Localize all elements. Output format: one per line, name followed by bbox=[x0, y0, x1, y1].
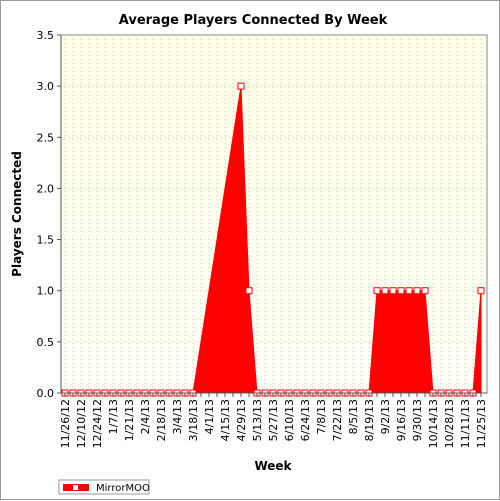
legend: MirrorMOO bbox=[58, 479, 150, 495]
x-tick-label: 2/4/13 bbox=[139, 399, 152, 434]
data-point bbox=[237, 82, 245, 90]
x-tick-label: 4/1/13 bbox=[203, 399, 216, 434]
x-tick-label: 9/2/13 bbox=[379, 399, 392, 434]
x-tick-label: 3/18/13 bbox=[187, 399, 200, 441]
x-tick-label: 11/11/13 bbox=[459, 399, 472, 448]
chart-title: Average Players Connected By Week bbox=[119, 13, 388, 28]
x-tick-label: 1/7/13 bbox=[107, 399, 120, 434]
x-tick-label: 9/16/13 bbox=[395, 399, 408, 441]
y-tick-label: 2.5 bbox=[37, 131, 55, 144]
x-tick-label: 7/22/13 bbox=[331, 399, 344, 441]
y-tick-label: 1.5 bbox=[37, 234, 55, 247]
x-tick-label: 11/26/12 bbox=[59, 399, 72, 448]
x-tick-label: 10/14/13 bbox=[427, 399, 440, 448]
y-tick-label: 3.0 bbox=[37, 80, 55, 93]
y-tick-label: 1.0 bbox=[37, 285, 55, 298]
x-tick-label: 5/13/13 bbox=[251, 399, 264, 441]
x-tick-label: 12/24/12 bbox=[91, 399, 104, 448]
x-tick-label: 6/10/13 bbox=[283, 399, 296, 441]
x-tick-label: 9/30/13 bbox=[411, 399, 424, 441]
data-point bbox=[245, 287, 253, 295]
y-tick-label: 3.5 bbox=[37, 29, 55, 42]
x-tick-label: 4/15/13 bbox=[219, 399, 232, 441]
x-tick-label: 7/8/13 bbox=[315, 399, 328, 434]
x-tick-label: 4/29/13 bbox=[235, 399, 248, 441]
data-point bbox=[421, 287, 429, 295]
x-tick-label: 8/19/13 bbox=[363, 399, 376, 441]
data-point bbox=[373, 287, 381, 295]
x-tick-label: 1/21/13 bbox=[123, 399, 136, 441]
grid-lines bbox=[61, 35, 487, 393]
y-tick-label: 0.5 bbox=[37, 336, 55, 349]
y-axis-title: Players Connected bbox=[10, 151, 24, 277]
y-tick-label: 0.0 bbox=[37, 387, 55, 400]
x-tick-label: 10/28/13 bbox=[443, 399, 456, 448]
data-point bbox=[397, 287, 405, 295]
x-tick-label: 12/10/12 bbox=[75, 399, 88, 448]
x-tick-label: 11/25/13 bbox=[475, 399, 488, 448]
x-tick-label: 5/27/13 bbox=[267, 399, 280, 441]
x-tick-label: 2/18/13 bbox=[155, 399, 168, 441]
x-tick-label: 8/5/13 bbox=[347, 399, 360, 434]
x-tick-label: 6/24/13 bbox=[299, 399, 312, 441]
legend-marker-mirrormoo bbox=[72, 484, 79, 491]
x-axis-title: Week bbox=[254, 459, 292, 473]
data-point bbox=[381, 287, 389, 295]
y-tick-label: 2.0 bbox=[37, 182, 55, 195]
data-point bbox=[477, 287, 485, 295]
axis-layer: 0.0 0.5 1.0 1.5 2.0 2.5 3.0 3.5 11/26/12 12/10/12… bbox=[37, 29, 489, 448]
data-point bbox=[389, 287, 397, 295]
legend-label-mirrormoo: MirrorMOO bbox=[96, 483, 150, 494]
x-tick-label: 3/4/13 bbox=[171, 399, 184, 434]
data-point bbox=[405, 287, 413, 295]
data-point bbox=[413, 287, 421, 295]
